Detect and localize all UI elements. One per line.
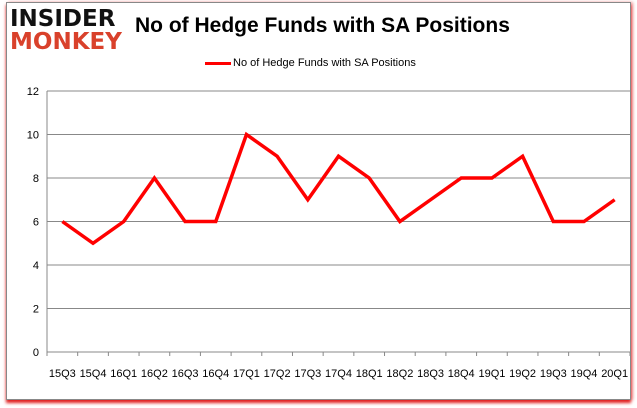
y-tick-label: 8 [33, 173, 39, 185]
x-tick-label: 19Q3 [540, 368, 567, 380]
x-tick-label: 20Q1 [601, 368, 628, 380]
x-tick-label: 16Q4 [202, 368, 229, 380]
x-tick-label: 17Q2 [264, 368, 291, 380]
x-tick-label: 16Q1 [110, 368, 137, 380]
x-tick-label: 18Q4 [448, 368, 475, 380]
x-tick-label: 15Q3 [49, 368, 76, 380]
x-tick-label: 18Q3 [417, 368, 444, 380]
x-tick-label: 16Q2 [141, 368, 168, 380]
y-tick-label: 4 [33, 260, 39, 272]
x-tick-label: 19Q2 [509, 368, 536, 380]
insider-monkey-logo: INSIDER MONKEY [10, 6, 122, 56]
y-tick-label: 6 [33, 217, 39, 229]
legend: No of Hedge Funds with SA Positions [205, 57, 416, 69]
chart-title: No of Hedge Funds with SA Positions [135, 14, 510, 37]
y-tick-label: 10 [27, 130, 39, 142]
logo-line1: INSIDER [10, 6, 116, 32]
y-tick-label: 12 [27, 86, 39, 98]
series-line [61, 131, 616, 246]
x-tick-label: 18Q1 [356, 368, 383, 380]
chart-frame [6, 2, 631, 400]
legend-swatch [205, 61, 231, 65]
y-tick-label: 0 [33, 347, 39, 359]
x-tick-label: 17Q3 [294, 368, 321, 380]
x-tick-label: 17Q4 [325, 368, 352, 380]
legend-label: No of Hedge Funds with SA Positions [233, 57, 416, 69]
x-tick-label: 17Q1 [233, 368, 260, 380]
x-tick-label: 15Q4 [80, 368, 107, 380]
x-tick-label: 18Q2 [386, 368, 413, 380]
logo-line2: MONKEY [10, 29, 122, 55]
x-tick-label: 19Q1 [478, 368, 505, 380]
x-tick-label: 16Q3 [172, 368, 199, 380]
y-tick-label: 2 [33, 304, 39, 316]
x-tick-label: 19Q4 [571, 368, 598, 380]
